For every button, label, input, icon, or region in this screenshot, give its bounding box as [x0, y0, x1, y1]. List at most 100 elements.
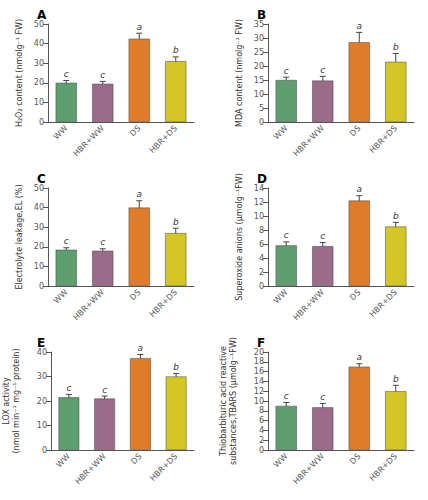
svg-text:c: c: [66, 383, 71, 393]
svg-text:HBR+WW: HBR+WW: [74, 452, 108, 486]
svg-text:D: D: [257, 172, 267, 186]
svg-text:20: 20: [37, 397, 47, 406]
svg-text:E: E: [37, 336, 45, 350]
svg-text:40: 40: [34, 39, 44, 48]
svg-text:LOX activity: LOX activity: [2, 377, 11, 425]
svg-text:10: 10: [34, 98, 44, 107]
svg-text:14: 14: [254, 377, 264, 386]
svg-text:HBR+DS: HBR+DS: [368, 452, 399, 483]
svg-text:b: b: [393, 42, 399, 52]
svg-text:b: b: [173, 217, 179, 227]
svg-text:WW: WW: [272, 288, 290, 306]
svg-text:WW: WW: [272, 124, 290, 142]
svg-text:a: a: [138, 343, 144, 353]
svg-text:25: 25: [254, 48, 264, 57]
svg-text:10: 10: [254, 397, 264, 406]
svg-text:DS: DS: [129, 452, 143, 466]
svg-text:A: A: [37, 8, 47, 22]
svg-text:10: 10: [34, 262, 44, 271]
svg-text:8: 8: [259, 226, 264, 235]
svg-text:4: 4: [259, 426, 264, 435]
svg-text:6: 6: [259, 416, 264, 425]
svg-text:a: a: [136, 22, 142, 32]
svg-text:c: c: [284, 391, 289, 401]
svg-text:HBR+WW: HBR+WW: [292, 452, 326, 486]
svg-text:0: 0: [39, 118, 44, 127]
svg-text:B: B: [257, 8, 266, 22]
svg-text:(nmol min⁻¹ mg⁻¹ protein): (nmol min⁻¹ mg⁻¹ protein): [12, 348, 21, 453]
svg-text:20: 20: [34, 78, 44, 87]
svg-text:HBR+DS: HBR+DS: [368, 288, 399, 319]
svg-text:0: 0: [42, 446, 47, 455]
svg-text:0: 0: [39, 282, 44, 291]
svg-text:substances,TBARS (μmolg⁻¹FW): substances,TBARS (μmolg⁻¹FW): [229, 337, 238, 465]
svg-text:6: 6: [259, 240, 264, 249]
svg-text:b: b: [173, 45, 179, 55]
svg-text:20: 20: [254, 62, 264, 71]
svg-text:18: 18: [254, 357, 264, 366]
svg-text:b: b: [393, 374, 399, 384]
svg-text:30: 30: [254, 34, 264, 43]
svg-text:WW: WW: [55, 452, 73, 470]
svg-text:30: 30: [34, 223, 44, 232]
svg-text:HBR+DS: HBR+DS: [148, 452, 179, 483]
svg-text:40: 40: [34, 203, 44, 212]
svg-text:2: 2: [259, 268, 264, 277]
svg-text:16: 16: [254, 367, 264, 376]
svg-text:c: c: [102, 385, 107, 395]
svg-text:c: c: [320, 231, 325, 241]
svg-text:HBR+DS: HBR+DS: [148, 124, 179, 155]
svg-text:MDA content (nmolg⁻¹ FW): MDA content (nmolg⁻¹ FW): [235, 19, 244, 127]
svg-text:20: 20: [34, 242, 44, 251]
svg-text:30: 30: [37, 372, 47, 381]
svg-text:12: 12: [254, 387, 264, 396]
svg-text:HBR+WW: HBR+WW: [292, 124, 326, 158]
svg-text:b: b: [173, 362, 179, 372]
svg-text:4: 4: [259, 254, 264, 263]
svg-text:10: 10: [254, 90, 264, 99]
svg-text:0: 0: [259, 446, 264, 455]
svg-text:c: c: [284, 230, 289, 240]
svg-text:5: 5: [259, 104, 264, 113]
svg-text:30: 30: [34, 59, 44, 68]
svg-text:c: c: [64, 69, 69, 79]
svg-text:DS: DS: [128, 124, 142, 138]
svg-text:HBR+DS: HBR+DS: [148, 288, 179, 319]
svg-text:C: C: [37, 172, 46, 186]
svg-text:c: c: [284, 66, 289, 76]
svg-text:DS: DS: [348, 124, 362, 138]
svg-text:HBR+WW: HBR+WW: [72, 124, 106, 158]
svg-text:a: a: [356, 21, 362, 31]
svg-text:c: c: [320, 392, 325, 402]
svg-text:10: 10: [254, 212, 264, 221]
svg-text:12: 12: [254, 198, 264, 207]
svg-text:F: F: [257, 336, 265, 350]
svg-text:HBR+WW: HBR+WW: [292, 288, 326, 322]
svg-text:8: 8: [259, 406, 264, 415]
svg-text:15: 15: [254, 76, 264, 85]
svg-text:HBR+WW: HBR+WW: [72, 288, 106, 322]
svg-text:c: c: [320, 65, 325, 75]
svg-text:Superoxide anions (μmolg⁻¹FW): Superoxide anions (μmolg⁻¹FW): [235, 173, 244, 301]
svg-text:10: 10: [37, 421, 47, 430]
svg-text:c: c: [100, 237, 105, 247]
svg-text:Thiobarbituric acid reactive: Thiobarbituric acid reactive: [219, 346, 228, 457]
svg-text:2: 2: [259, 436, 264, 445]
svg-text:a: a: [136, 189, 142, 199]
svg-text:H₂O₂ content (nmolg⁻¹ FW): H₂O₂ content (nmolg⁻¹ FW): [15, 19, 24, 127]
svg-text:a: a: [356, 352, 362, 362]
svg-text:Electrolyte leakage,EL (%): Electrolyte leakage,EL (%): [15, 184, 24, 289]
svg-text:WW: WW: [52, 124, 70, 142]
svg-text:b: b: [393, 211, 399, 221]
svg-text:WW: WW: [272, 452, 290, 470]
svg-text:DS: DS: [348, 452, 362, 466]
svg-text:WW: WW: [52, 288, 70, 306]
svg-text:0: 0: [259, 282, 264, 291]
svg-text:HBR+DS: HBR+DS: [368, 124, 399, 155]
svg-text:a: a: [356, 184, 362, 194]
svg-text:c: c: [100, 70, 105, 80]
svg-text:c: c: [64, 236, 69, 246]
svg-text:DS: DS: [128, 288, 142, 302]
svg-text:0: 0: [259, 118, 264, 127]
svg-text:DS: DS: [348, 288, 362, 302]
